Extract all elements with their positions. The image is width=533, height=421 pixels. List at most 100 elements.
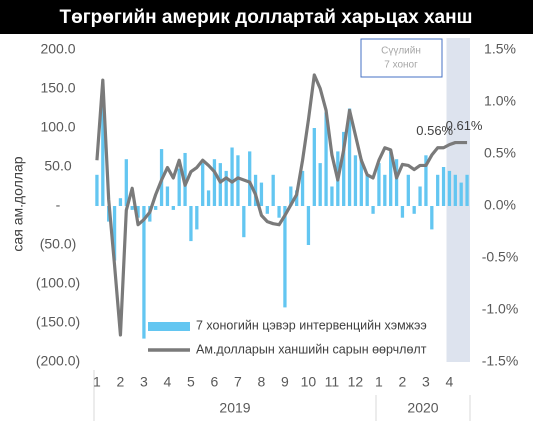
bar: [365, 174, 369, 206]
x-tick-label: 4: [164, 374, 172, 390]
bar: [465, 174, 469, 206]
bar: [283, 206, 287, 308]
y2-tick-label: -0.5%: [482, 249, 519, 265]
bar: [424, 155, 428, 206]
bar: [212, 159, 217, 206]
x-tick-label: 8: [258, 374, 266, 390]
y2-tick-label: 1.0%: [484, 93, 516, 109]
bar: [253, 174, 258, 206]
bar: [277, 206, 281, 218]
bar: [289, 186, 293, 206]
legend-label: 7 хоногийн цэвэр интервенцийн хэмжээ: [196, 318, 427, 332]
y-tick-label: (150.0): [36, 314, 80, 330]
x-tick-label: 3: [422, 374, 430, 390]
y2-tick-label: -1.5%: [482, 353, 519, 369]
bar: [330, 186, 334, 206]
bar: [300, 170, 305, 206]
x-tick-label: 4: [446, 374, 454, 390]
bar: [441, 167, 446, 206]
bar: [171, 206, 175, 210]
legend-label: Ам.долларын ханшийн сарын өөрчлөлт: [196, 342, 427, 356]
bar: [248, 151, 252, 206]
bar: [324, 112, 328, 206]
y-axis-label: сая ам.доллар: [10, 156, 26, 251]
bar: [189, 206, 193, 242]
x-tick-label: 10: [301, 374, 317, 390]
bar: [318, 163, 322, 206]
plot-area: 200.0 150.0 100.0 50.0 - (50.0) (100.0) (150.0)…: [36, 38, 518, 421]
bar: [177, 168, 181, 206]
legend-swatch: [148, 322, 190, 331]
bar: [136, 206, 140, 218]
x-tick-label: 2: [117, 374, 125, 390]
bar: [130, 206, 134, 210]
x-tick-label: 9: [281, 374, 289, 390]
bar: [353, 155, 358, 206]
bar: [242, 206, 246, 238]
bar: [406, 174, 410, 206]
x-group-label: 2020: [407, 400, 438, 416]
bar: [165, 186, 170, 206]
x-tick-label: 6: [211, 374, 219, 390]
bar: [312, 128, 316, 206]
x-tick-label: 7: [234, 374, 242, 390]
bar: [265, 206, 269, 214]
bar: [430, 206, 434, 230]
bar: [394, 159, 399, 206]
y2-tick-label: 0.5%: [484, 145, 516, 161]
annotation-box: [360, 38, 443, 78]
y-tick-label: (200.0): [36, 353, 80, 369]
bar: [236, 155, 240, 206]
x-group-label: 2019: [219, 400, 250, 416]
bar: [347, 108, 352, 206]
x-tick-label: 2: [399, 374, 407, 390]
bar: [377, 163, 381, 206]
annotation-text: Сүүлийн: [381, 46, 421, 57]
bar: [459, 182, 463, 206]
bar: [95, 174, 99, 206]
bar: [436, 174, 440, 206]
y2-tick-label: 0.0%: [484, 197, 516, 213]
bar: [218, 163, 222, 206]
bar: [118, 198, 123, 206]
y-tick-label: 100.0: [40, 119, 75, 135]
y-tick-label: 200.0: [40, 41, 75, 57]
y-tick-label: 150.0: [40, 80, 75, 96]
data-label: 0.56%: [416, 123, 453, 138]
bar: [112, 206, 117, 261]
y-tick-label: (100.0): [36, 275, 80, 291]
y2-tick-label: 1.5%: [484, 41, 516, 57]
bar: [142, 206, 146, 339]
bar: [383, 174, 387, 206]
x-tick-label: 11: [325, 374, 340, 390]
bar: [453, 174, 457, 206]
bar: [342, 131, 346, 206]
annotation-text: 7 хоног: [384, 60, 418, 71]
x-tick-label: 5: [187, 374, 195, 390]
y-tick-label: (50.0): [40, 236, 77, 252]
title-bar: [0, 0, 533, 34]
bar: [154, 206, 158, 210]
bar: [124, 159, 128, 206]
x-tick-label: 1: [93, 374, 101, 390]
x-tick-label: 12: [348, 374, 364, 390]
highlight-region: [446, 38, 470, 362]
bar: [259, 182, 264, 206]
bar: [195, 206, 199, 230]
x-tick-label: 3: [140, 374, 148, 390]
bar: [400, 206, 405, 218]
chart-title: Төгрөгийн америк доллартай харьцах ханш: [60, 7, 473, 28]
bar: [101, 104, 105, 206]
y-tick-label: -: [56, 197, 61, 213]
bar: [447, 170, 452, 206]
bar: [306, 206, 311, 245]
bar: [359, 159, 363, 206]
bar: [271, 174, 275, 206]
bar: [295, 190, 299, 206]
bar: [412, 206, 416, 214]
bar: [418, 186, 422, 206]
y-tick-label: 50.0: [44, 158, 71, 174]
bar: [206, 190, 211, 206]
bar: [389, 151, 393, 206]
